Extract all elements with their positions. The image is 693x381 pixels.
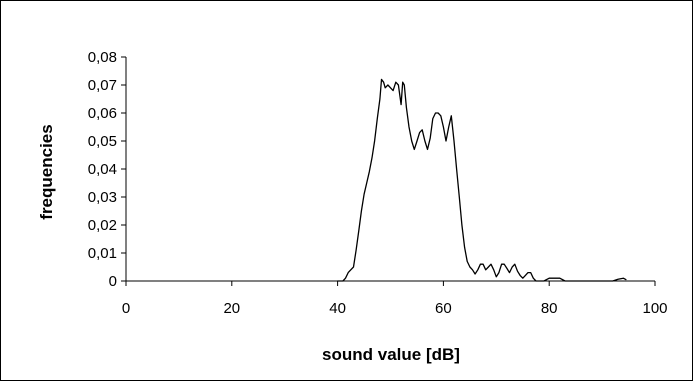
x-tick-label: 40 [329,300,346,317]
series-line [336,78,627,282]
x-tick-label: 20 [223,300,240,317]
y-axis: 0 0,01 0,02 0,03 0,04 0,05 0,06 0,07 0,08 [88,49,127,290]
y-tick-label: 0,07 [88,77,117,94]
y-tick-label: 0,01 [88,245,117,262]
x-axis-title: sound value [dB] [322,345,460,364]
x-tick-label: 80 [541,300,558,317]
y-tick-label: 0,04 [88,161,117,178]
y-tick-label: 0 [109,273,117,290]
x-tick-label: 0 [122,300,130,317]
series-layer [336,78,627,282]
x-tick-label: 60 [435,300,452,317]
y-tick-label: 0,02 [88,217,117,234]
y-tick-label: 0,03 [88,189,117,206]
y-tick-label: 0,05 [88,133,117,150]
y-tick-label: 0,06 [88,105,117,122]
y-axis-title: frequencies [37,124,56,219]
y-tick-label: 0,08 [88,49,117,66]
x-tick-label: 100 [642,300,667,317]
